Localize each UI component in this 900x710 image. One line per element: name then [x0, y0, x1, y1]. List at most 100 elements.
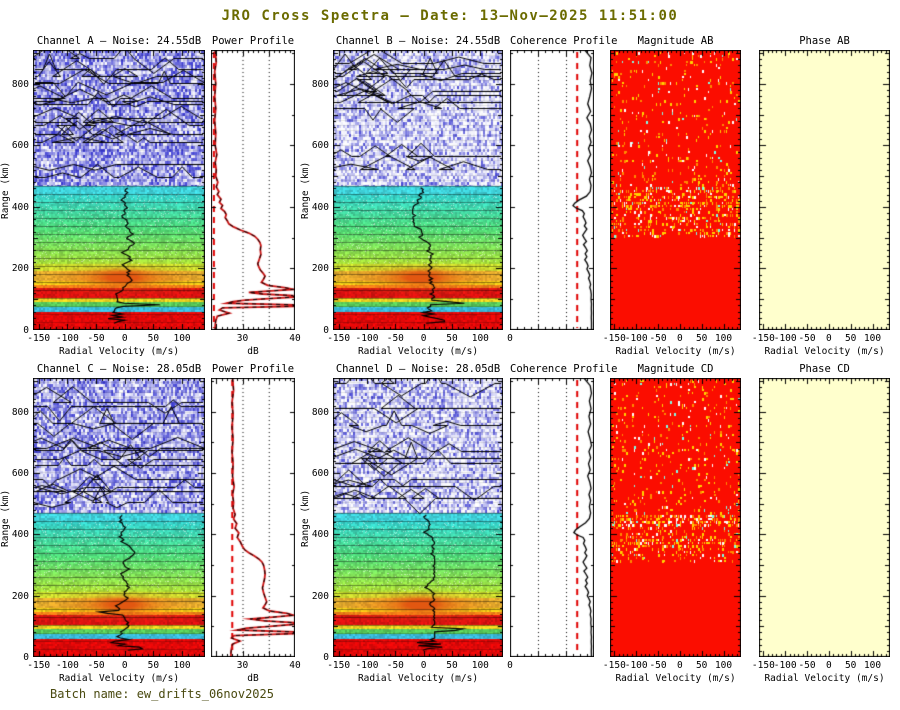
x-tick-label: 50: [844, 660, 857, 671]
x-tick-label: -150: [751, 660, 775, 671]
y-tick-label: 0: [23, 652, 29, 663]
x-tick-label: 0: [121, 333, 128, 344]
panel-title-magnitude-ab: Magnitude AB: [637, 35, 714, 47]
x-tick-label: -150: [27, 333, 51, 344]
y-tick-label: 0: [323, 325, 329, 336]
x-tick-label: -150: [751, 333, 775, 344]
x-tick-label: 30: [236, 333, 249, 344]
spectrogram-canvas-channel-a: [33, 50, 205, 330]
y-tick-label: 200: [11, 263, 29, 275]
x-tick-label: 0: [420, 333, 427, 344]
x-tick-label: -150: [27, 660, 51, 671]
power-canvas-power-cd: [211, 378, 295, 657]
x-tick-label: 100: [471, 333, 489, 344]
x-tick-label: 0: [507, 333, 513, 344]
x-tick-label: 40: [289, 660, 301, 671]
spectrogram-canvas-channel-d: [333, 378, 503, 657]
x-axis-title-channel-c: Radial Velocity (m/s): [58, 673, 180, 684]
x-tick-label: 100: [714, 660, 733, 671]
panel-title-coherence-ab: Coherence Profile: [510, 35, 618, 47]
y-axis-title-channel-c: Range (km): [0, 488, 11, 547]
x-tick-label: -50: [649, 333, 667, 344]
x-tick-label: 50: [695, 333, 708, 344]
panel-title-phase-ab: Phase AB: [799, 35, 850, 47]
x-tick-label: 50: [147, 660, 160, 671]
x-tick-label: 0: [507, 660, 513, 671]
x-axis-title-magnitude-cd: Radial Velocity (m/s): [615, 673, 736, 684]
panel-title-channel-a: Channel A – Noise: 24.55dB: [36, 35, 202, 47]
x-tick-label: 0: [121, 660, 128, 671]
y-tick-label: 400: [311, 529, 329, 541]
x-tick-label: 50: [147, 333, 160, 344]
x-tick-label: 50: [844, 333, 857, 344]
y-tick-label: 400: [11, 529, 29, 541]
x-tick-label: -50: [798, 333, 816, 344]
x-tick-label: 100: [173, 333, 191, 344]
spectrogram-canvas-channel-c: [33, 378, 205, 657]
x-tick-label: 0: [825, 660, 832, 671]
y-tick-label: 200: [311, 263, 329, 275]
panel-title-phase-cd: Phase CD: [799, 363, 850, 375]
x-axis-title-channel-a: Radial Velocity (m/s): [58, 346, 180, 357]
x-tick-label: -100: [355, 333, 379, 344]
coherence-canvas-coherence-cd: [510, 378, 594, 657]
x-tick-label: 0: [825, 333, 832, 344]
x-axis-title-phase-cd: Radial Velocity (m/s): [764, 673, 885, 684]
y-axis-title-channel-d: Range (km): [300, 488, 311, 547]
batch-name-label: Batch name: ew_drifts_06nov2025: [50, 687, 274, 701]
x-tick-label: -50: [798, 660, 816, 671]
x-tick-label: -100: [624, 660, 648, 671]
x-tick-label: 30: [236, 660, 249, 671]
y-tick-label: 200: [11, 590, 29, 602]
y-tick-label: 600: [311, 468, 329, 480]
x-tick-label: -50: [386, 333, 404, 344]
x-tick-label: 50: [446, 660, 458, 671]
x-tick-label: 100: [863, 660, 882, 671]
coherence-canvas-coherence-ab: [510, 50, 594, 330]
y-tick-label: 800: [311, 406, 329, 418]
x-tick-label: -150: [327, 660, 351, 671]
page-title: JRO Cross Spectra – Date: 13–Nov–2025 11…: [221, 8, 679, 24]
phase-canvas-phase-ab: [759, 50, 890, 330]
x-tick-label: 100: [863, 333, 882, 344]
panel-title-power-cd: Power Profile: [211, 363, 295, 375]
magnitude-canvas-magnitude-ab: [610, 50, 741, 330]
x-tick-label: -100: [773, 660, 797, 671]
x-tick-label: -50: [87, 333, 105, 344]
y-tick-label: 400: [11, 201, 29, 213]
panel-title-coherence-cd: Coherence Profile: [510, 363, 618, 375]
y-tick-label: 0: [23, 325, 29, 336]
power-canvas-power-ab: [211, 50, 295, 330]
panel-title-power-ab: Power Profile: [211, 35, 295, 47]
panel-title-magnitude-cd: Magnitude CD: [637, 363, 714, 375]
x-axis-title-channel-d: Radial Velocity (m/s): [357, 673, 479, 684]
panel-title-channel-b: Channel B – Noise: 24.55dB: [335, 35, 501, 47]
y-tick-label: 800: [311, 78, 329, 90]
phase-canvas-phase-cd: [759, 378, 890, 657]
x-tick-label: 50: [695, 660, 708, 671]
x-tick-label: 100: [714, 333, 733, 344]
x-tick-label: -100: [624, 333, 648, 344]
x-tick-label: 50: [446, 333, 458, 344]
x-tick-label: 100: [471, 660, 489, 671]
x-tick-label: 40: [289, 333, 301, 344]
x-tick-label: -100: [773, 333, 797, 344]
y-axis-title-channel-b: Range (km): [300, 161, 311, 219]
x-tick-label: 0: [676, 660, 683, 671]
y-tick-label: 800: [11, 78, 29, 90]
x-tick-label: -100: [55, 333, 79, 344]
y-tick-label: 600: [11, 140, 29, 152]
y-axis-title-channel-a: Range (km): [0, 161, 11, 219]
x-axis-title-channel-b: Radial Velocity (m/s): [357, 346, 479, 357]
y-tick-label: 400: [311, 201, 329, 213]
x-axis-title-phase-ab: Radial Velocity (m/s): [764, 346, 885, 357]
x-tick-label: -50: [386, 660, 404, 671]
y-tick-label: 600: [311, 140, 329, 152]
spectrogram-canvas-channel-b: [333, 50, 503, 330]
x-axis-title-magnitude-ab: Radial Velocity (m/s): [615, 346, 736, 357]
y-tick-label: 0: [323, 652, 329, 663]
y-tick-label: 600: [11, 468, 29, 480]
panel-title-channel-c: Channel C – Noise: 28.05dB: [36, 363, 202, 375]
x-tick-label: -150: [602, 660, 626, 671]
magnitude-canvas-magnitude-cd: [610, 378, 741, 657]
